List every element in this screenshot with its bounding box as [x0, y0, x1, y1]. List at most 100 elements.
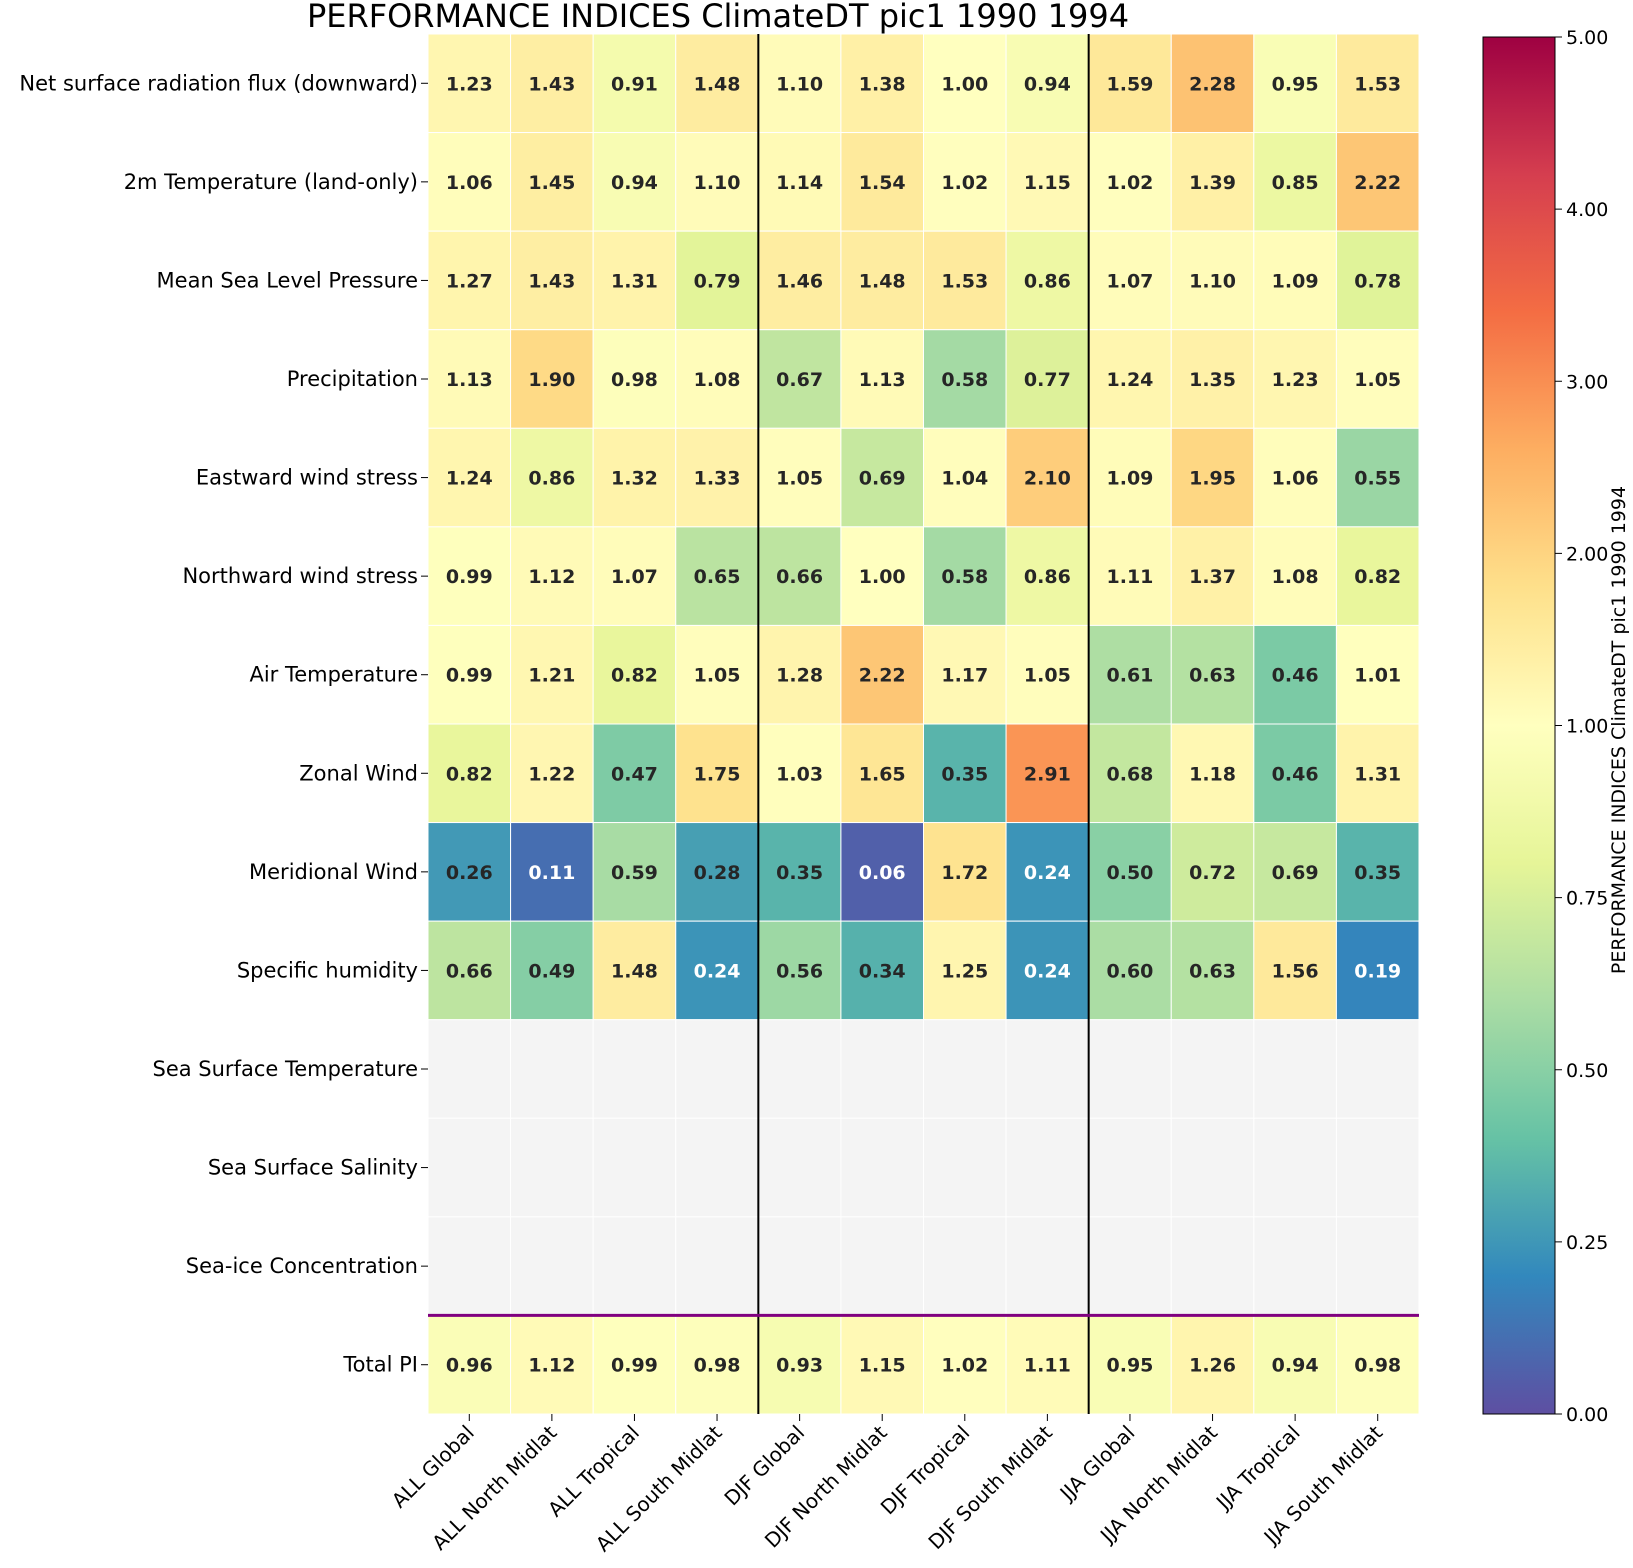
heatmap-cell — [1335, 230, 1420, 331]
heatmap-cell — [510, 723, 594, 824]
heatmap-cell — [1170, 1117, 1255, 1218]
cell-value-label: 0.86 — [1024, 270, 1071, 292]
heatmap-cell — [1005, 1314, 1090, 1415]
cell-value-label: 1.02 — [941, 1355, 988, 1377]
cell-value-label: 1.90 — [528, 369, 575, 391]
heatmap-cell — [510, 1117, 594, 1218]
heatmap-cell — [840, 1216, 925, 1316]
cell-value-label: 1.12 — [528, 1355, 575, 1377]
heatmap-cell — [510, 1019, 594, 1119]
cell-value-label: 0.94 — [1272, 1355, 1319, 1377]
heatmap-cell — [675, 1117, 759, 1218]
cell-value-label: 0.98 — [1354, 1355, 1401, 1377]
cell-value-label: 1.04 — [941, 468, 988, 490]
heatmap-cell — [923, 1019, 1007, 1119]
cell-value-label: 1.65 — [859, 763, 906, 785]
heatmap-cell — [592, 822, 677, 922]
cell-value-label: 2.91 — [1024, 763, 1071, 785]
cell-value-label: 1.48 — [859, 270, 906, 292]
heatmap-cell — [1253, 427, 1337, 528]
cell-value-label: 0.58 — [941, 369, 988, 391]
cell-value-label: 0.58 — [941, 566, 988, 588]
heatmap-cell — [1088, 1216, 1172, 1316]
heatmap-cell — [757, 1117, 842, 1218]
heatmap-cell — [510, 920, 594, 1021]
row-label: Net surface radiation flux (downward) — [19, 71, 418, 95]
cell-value-label: 1.08 — [1272, 566, 1319, 588]
heatmap-cell — [923, 526, 1007, 626]
row-label: Specific humidity — [237, 958, 418, 982]
cell-value-label: 1.13 — [446, 369, 493, 391]
heatmap-cell — [840, 427, 925, 528]
heatmap-cell — [592, 132, 677, 232]
cell-value-label: 0.67 — [776, 369, 823, 391]
cell-value-label: 0.35 — [776, 862, 823, 884]
heatmap-cell — [1335, 920, 1420, 1021]
row-label: 2m Temperature (land-only) — [124, 170, 418, 194]
cell-value-label: 0.99 — [446, 665, 493, 687]
cell-value-label: 0.96 — [446, 1355, 493, 1377]
cell-value-label: 1.23 — [1272, 369, 1319, 391]
colorbar-tick-label: 3.00 — [1566, 371, 1608, 393]
heatmap-cell — [592, 427, 677, 528]
colorbar-tick-label: 4.00 — [1566, 199, 1608, 221]
heatmap-cell — [923, 427, 1007, 528]
heatmap-cell — [592, 1019, 677, 1119]
heatmap-cell — [1253, 1216, 1337, 1316]
heatmap-cell — [923, 920, 1007, 1021]
heatmap-cell — [1335, 526, 1420, 626]
heatmap-cell — [757, 723, 842, 824]
row-label: Zonal Wind — [299, 761, 418, 785]
heatmap-cell — [1253, 624, 1337, 725]
heatmap-cell — [1170, 822, 1255, 922]
colorbar-tick-label: 1.00 — [1566, 716, 1608, 738]
heatmap-cell — [675, 1314, 759, 1415]
cell-value-label: 0.86 — [1024, 566, 1071, 588]
heatmap-cell — [757, 920, 842, 1021]
row-label: Sea Surface Salinity — [208, 1156, 418, 1180]
heatmap-cell — [510, 33, 594, 134]
heatmap-cell — [923, 1216, 1007, 1316]
row-labels: Net surface radiation flux (downward) 2m … — [19, 71, 428, 1377]
cell-value-label: 1.22 — [528, 763, 575, 785]
cell-value-label: 1.11 — [1024, 1355, 1071, 1377]
cell-value-label: 0.61 — [1107, 665, 1154, 687]
heatmap-cell — [510, 427, 594, 528]
heatmap-separators — [428, 34, 1419, 1414]
heatmap-cell — [923, 230, 1007, 331]
cell-value-label: 1.95 — [1189, 468, 1236, 490]
heatmap-cell — [427, 526, 512, 626]
colorbar-tick-label: 0.25 — [1566, 1232, 1608, 1254]
heatmap-cell — [427, 723, 512, 824]
heatmap-cell — [1335, 624, 1420, 725]
heatmap-cells — [427, 33, 1420, 1415]
cell-value-label: 1.53 — [941, 270, 988, 292]
heatmap-cell — [510, 1216, 594, 1316]
cell-value-label: 1.28 — [776, 665, 823, 687]
cell-value-label: 0.98 — [611, 369, 658, 391]
cell-value-label: 0.72 — [1189, 862, 1236, 884]
cell-value-label: 0.46 — [1272, 763, 1319, 785]
cell-value-label: 1.05 — [776, 468, 823, 490]
cell-value-label: 1.15 — [1024, 172, 1071, 194]
cell-value-label: 0.95 — [1272, 73, 1319, 95]
cell-value-label: 0.86 — [528, 468, 575, 490]
cell-value-label: 0.66 — [446, 960, 493, 982]
cell-value-label: 0.95 — [1107, 1355, 1154, 1377]
heatmap-cell — [923, 1314, 1007, 1415]
heatmap-cell — [427, 230, 512, 331]
heatmap-cell — [675, 624, 759, 725]
heatmap-cell — [510, 822, 594, 922]
cell-value-label: 1.24 — [1107, 369, 1154, 391]
heatmap-cell — [1170, 132, 1255, 232]
cell-value-label: 0.47 — [611, 763, 658, 785]
cell-value-label: 0.24 — [1024, 862, 1071, 884]
heatmap-cell — [592, 329, 677, 429]
cell-value-label: 1.05 — [694, 665, 741, 687]
row-label: Mean Sea Level Pressure — [157, 268, 418, 292]
heatmap-cell — [1005, 427, 1090, 528]
cell-value-label: 1.01 — [1354, 665, 1401, 687]
cell-value-label: 1.09 — [1272, 270, 1319, 292]
heatmap-cell — [1335, 1117, 1420, 1218]
cell-value-label: 1.25 — [941, 960, 988, 982]
